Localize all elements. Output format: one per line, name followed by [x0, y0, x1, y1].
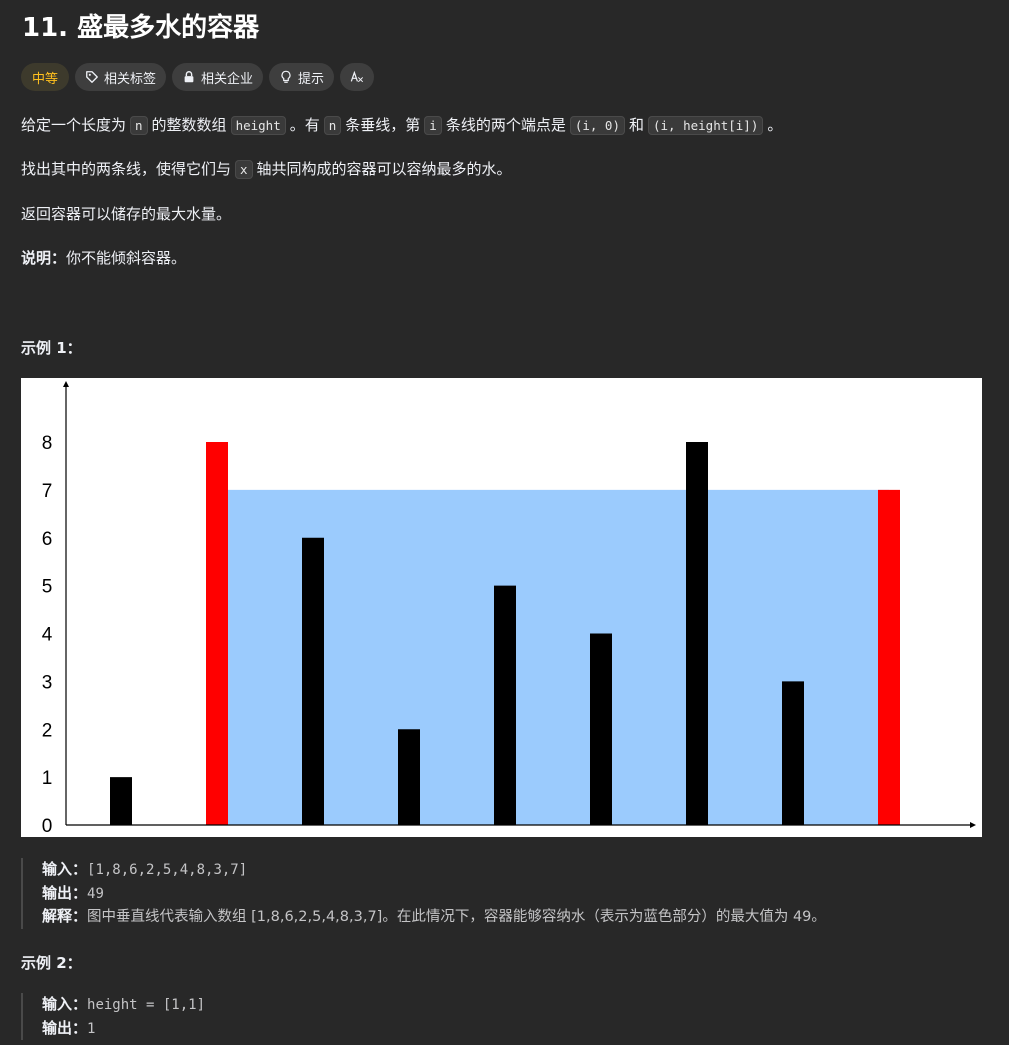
explain-label: 解释：	[42, 907, 88, 925]
text-segment: 。有	[289, 116, 320, 134]
translate-button[interactable]	[340, 63, 375, 91]
related-tags-button[interactable]: 相关标签	[75, 63, 167, 91]
lightbulb-icon	[279, 70, 293, 84]
text-segment: 条线的两个端点是	[445, 116, 566, 134]
example-2-input-line: 输入：height = [1,1]	[42, 993, 205, 1017]
y-tick-label: 5	[42, 577, 53, 598]
explain-value: 图中垂直线代表输入数组 [1,8,6,2,5,4,8,3,7]。在此情况下，容器…	[87, 909, 826, 925]
y-tick-label: 0	[42, 816, 53, 837]
chart-bar	[782, 681, 804, 825]
text-segment: 给定一个长度为	[21, 116, 127, 134]
chart-bar	[110, 777, 132, 825]
inline-code: n	[323, 116, 342, 135]
output-value: 49	[87, 885, 104, 902]
chart-bar	[590, 633, 612, 825]
description-paragraph-2: 找出其中的两条线，使得它们与 x 轴共同构成的容器可以容纳最多的水。	[21, 158, 512, 181]
bar-chart-svg: 0 1 2 3 4 5 6 7 8	[42, 381, 976, 837]
y-tick-label: 7	[42, 481, 53, 502]
input-label: 输入：	[42, 860, 88, 878]
translate-icon	[350, 70, 364, 84]
inline-code: (i, 0)	[569, 116, 625, 135]
inline-code: i	[424, 116, 442, 135]
output-value: 1	[87, 1020, 96, 1037]
water-area	[217, 489, 889, 825]
difficulty-badge[interactable]: 中等	[21, 63, 70, 91]
input-value: [1,8,6,2,5,4,8,3,7]	[87, 862, 248, 878]
y-tick-label: 8	[42, 433, 53, 454]
example-2-output-line: 输出：1	[42, 1017, 205, 1041]
text-segment: 轴共同构成的容器可以容纳最多的水。	[256, 160, 512, 178]
description-paragraph-1: 给定一个长度为 n 的整数数组 height 。有 n 条垂线，第 i 条线的两个端点是 (i, …	[21, 114, 782, 137]
y-tick-label: 3	[42, 672, 53, 693]
hints-label: 提示	[298, 71, 325, 87]
problem-title: 11. 盛最多水的容器	[22, 13, 260, 43]
hints-button[interactable]: 提示	[269, 63, 335, 91]
text-segment: 的整数数组	[151, 116, 227, 134]
output-label: 输出：	[42, 883, 88, 902]
text-segment: 条垂线，第	[345, 116, 421, 134]
inline-code: x	[235, 160, 253, 179]
text-segment: 和	[628, 116, 644, 134]
tag-bar: 中等 相关标签 相关企业 提示	[21, 63, 375, 91]
note-text: 你不能倾斜容器。	[66, 249, 187, 267]
related-companies-button[interactable]: 相关企业	[172, 63, 264, 91]
inline-code: (i, height[i])	[648, 116, 764, 135]
example-1-chart: 0 1 2 3 4 5 6 7 8	[21, 378, 982, 837]
example-1-block: 输入：[1,8,6,2,5,4,8,3,7] 输出：49 解释：图中垂直线代表输…	[21, 858, 826, 929]
highlight-bar	[878, 489, 900, 825]
chart-bar	[398, 729, 420, 825]
description-paragraph-3: 返回容器可以储存的最大水量。	[21, 205, 232, 223]
description-note: 说明：你不能倾斜容器。	[21, 247, 186, 269]
inline-code: n	[130, 116, 148, 135]
y-tick-label: 6	[42, 529, 53, 550]
text-segment: 找出其中的两条线，使得它们与	[21, 160, 232, 178]
y-tick-label: 4	[42, 625, 53, 646]
y-tick-label: 1	[42, 768, 53, 789]
output-label: 输出：	[42, 1018, 88, 1037]
x-axis-arrow	[970, 822, 976, 828]
y-axis-arrow	[63, 381, 69, 387]
chart-bar	[494, 585, 516, 825]
related-companies-label: 相关企业	[201, 71, 254, 87]
y-tick-label: 2	[42, 720, 53, 741]
example-1-input-line: 输入：[1,8,6,2,5,4,8,3,7]	[42, 858, 826, 882]
example-1-title: 示例 1：	[21, 339, 82, 357]
chart-bar	[686, 442, 708, 825]
related-tags-label: 相关标签	[104, 71, 157, 87]
input-value: height = [1,1]	[87, 997, 206, 1013]
note-label: 说明：	[21, 249, 67, 267]
difficulty-label: 中等	[32, 71, 59, 87]
example-2-title: 示例 2：	[21, 954, 82, 972]
input-label: 输入：	[42, 995, 88, 1013]
tag-icon	[85, 70, 99, 84]
lock-icon	[182, 70, 196, 84]
example-1-output-line: 输出：49	[42, 882, 826, 906]
example-2-block: 输入：height = [1,1] 输出：1	[21, 993, 205, 1040]
text-segment: 。	[767, 116, 783, 134]
example-1-explain-line: 解释：图中垂直线代表输入数组 [1,8,6,2,5,4,8,3,7]。在此情况下…	[42, 905, 826, 929]
inline-code: height	[230, 116, 286, 135]
highlight-bar	[206, 442, 228, 825]
chart-bar	[302, 537, 324, 825]
